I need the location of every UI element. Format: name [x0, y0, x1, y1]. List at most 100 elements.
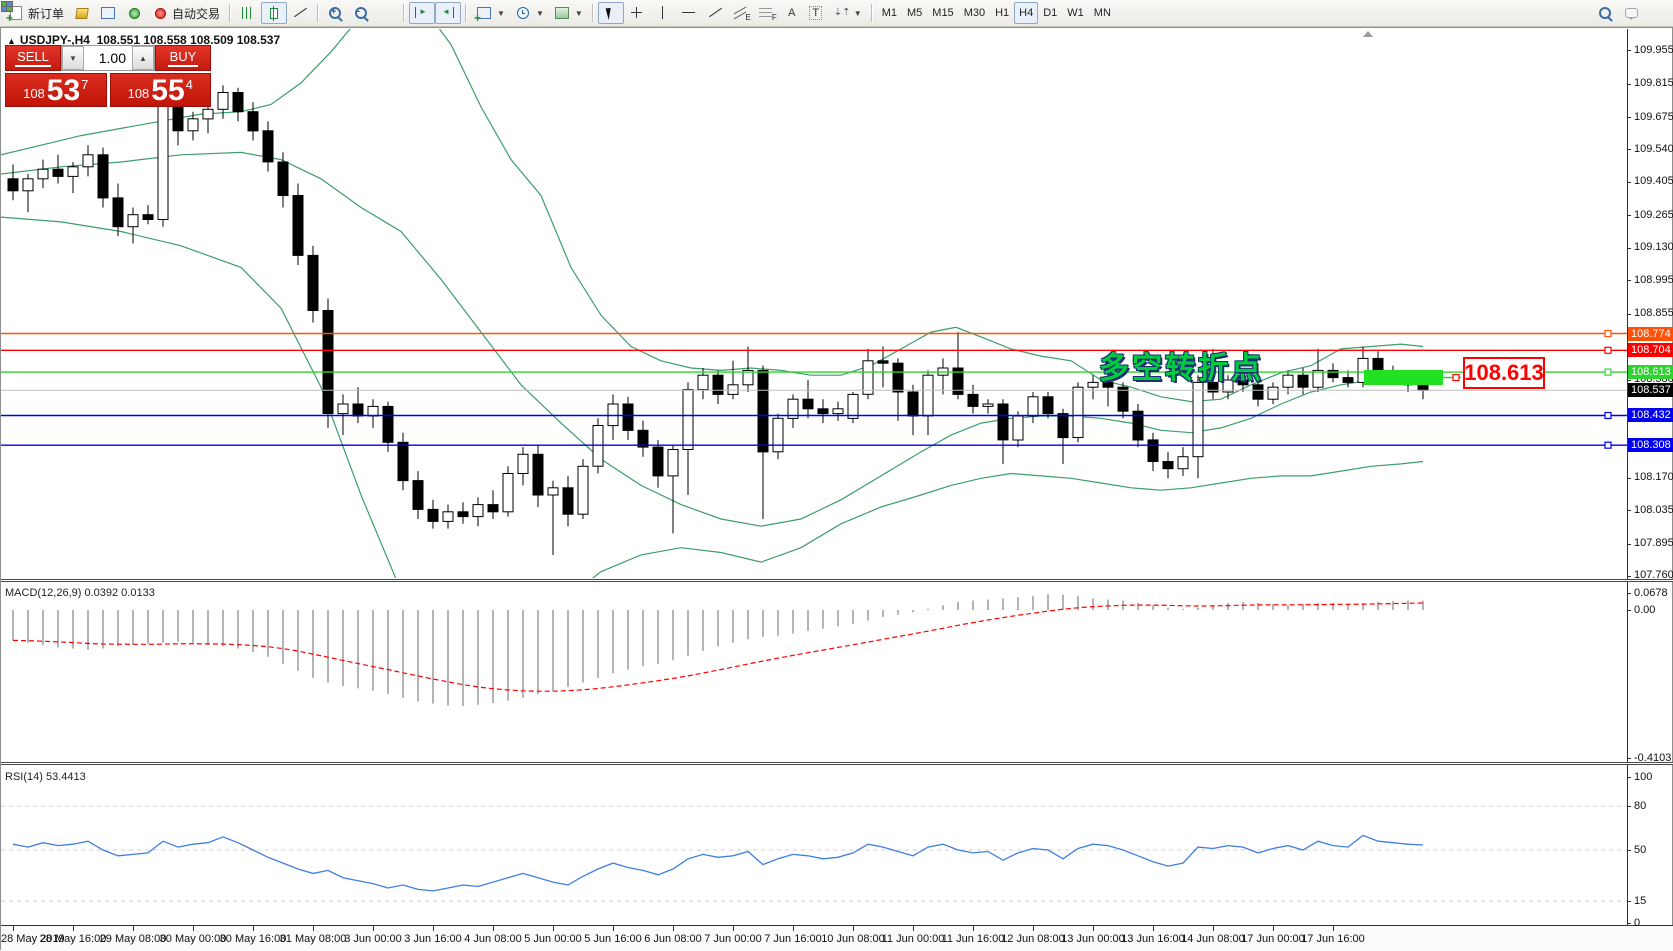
candle-bear[interactable] — [877, 360, 889, 364]
timeframe-button-H4[interactable]: H4 — [1014, 2, 1039, 24]
tile-windows-button[interactable] — [1, 1, 399, 24]
new-order-button[interactable]: + 新订单 — [3, 2, 69, 24]
candle-bear[interactable] — [382, 405, 394, 443]
candle-bear[interactable] — [52, 168, 64, 177]
candlestick-chart-button[interactable] — [261, 2, 288, 24]
buy-price-display[interactable]: 108 55 4 — [109, 73, 211, 107]
candle-bear[interactable] — [1417, 384, 1429, 391]
rsi-pane[interactable] — [1, 765, 1627, 923]
cursor-tool-button[interactable] — [597, 2, 624, 24]
templates-button[interactable]: ▼ — [549, 2, 588, 24]
candle-bear[interactable] — [1297, 374, 1309, 388]
candle-bear[interactable] — [1162, 461, 1174, 470]
candle-bull[interactable] — [472, 504, 484, 518]
candle-bear[interactable] — [907, 391, 919, 417]
candle-bear[interactable] — [1057, 413, 1069, 439]
candle-bear[interactable] — [637, 429, 649, 448]
candle-bear[interactable] — [1132, 410, 1144, 441]
candle-bear[interactable] — [112, 197, 124, 228]
candle-bear[interactable] — [1342, 377, 1354, 383]
candle-bull[interactable] — [202, 108, 214, 120]
candle-bear[interactable] — [817, 408, 829, 415]
candle-bull[interactable] — [1177, 456, 1189, 470]
candle-bear[interactable] — [232, 92, 244, 113]
sell-price-display[interactable]: 108 53 7 — [5, 73, 107, 107]
timeframe-button-M30[interactable]: M30 — [963, 7, 986, 19]
candle-bull[interactable] — [82, 154, 94, 168]
collapse-icon[interactable]: ▲ — [7, 36, 16, 46]
candle-bull[interactable] — [367, 405, 379, 417]
candle-bear[interactable] — [142, 214, 154, 220]
bar-chart-button[interactable] — [235, 2, 261, 24]
candle-bull[interactable] — [862, 360, 874, 395]
chat-button[interactable] — [1619, 2, 1645, 24]
candle-bear[interactable] — [292, 195, 304, 256]
hline-marker[interactable] — [1604, 346, 1612, 354]
signals-button[interactable] — [121, 2, 147, 24]
buy-button[interactable]: BUY — [155, 45, 211, 71]
text-label-tool-button[interactable]: T — [804, 2, 828, 24]
chart-shift-marker[interactable] — [1363, 31, 1373, 37]
timeframe-button-MN[interactable]: MN — [1093, 7, 1111, 19]
candle-bull[interactable] — [697, 374, 709, 391]
horizontal-line-tool-button[interactable] — [676, 2, 702, 24]
candle-bear[interactable] — [892, 362, 904, 393]
line-chart-button[interactable] — [287, 2, 313, 24]
candle-bull[interactable] — [1192, 381, 1204, 458]
sell-button[interactable]: SELL — [5, 45, 61, 71]
candle-bull[interactable] — [787, 398, 799, 419]
timeframe-button-M15[interactable]: M15 — [932, 7, 954, 19]
candle-bull[interactable] — [1027, 396, 1039, 417]
candle-bear[interactable] — [427, 508, 439, 522]
candle-bull[interactable] — [922, 374, 934, 417]
candle-bull[interactable] — [547, 487, 559, 496]
candle-bear[interactable] — [562, 487, 574, 515]
zoom-out-button[interactable]: - — [349, 2, 375, 24]
candle-bull[interactable] — [337, 403, 349, 415]
candle-bull[interactable] — [127, 214, 139, 228]
candle-bull[interactable] — [1087, 381, 1099, 388]
candle-bull[interactable] — [982, 403, 994, 407]
candle-bear[interactable] — [622, 403, 634, 431]
candle-bear[interactable] — [97, 154, 109, 199]
candle-bull[interactable] — [682, 389, 694, 451]
vertical-line-tool-button[interactable] — [650, 2, 676, 24]
candle-bull[interactable] — [742, 369, 754, 386]
main-price-pane[interactable] — [1, 29, 1627, 578]
zoom-in-button[interactable]: + — [323, 2, 349, 24]
volume-input[interactable] — [84, 46, 132, 70]
candle-bull[interactable] — [37, 168, 49, 180]
timeframe-button-W1[interactable]: W1 — [1067, 7, 1084, 19]
candle-bear[interactable] — [247, 111, 259, 132]
candle-bear[interactable] — [397, 441, 409, 482]
candle-bear[interactable] — [802, 398, 814, 410]
indicators-button[interactable]: + ▼ — [471, 2, 510, 24]
price-callout-box[interactable]: 108.613 — [1463, 357, 1545, 389]
candle-bear[interactable] — [712, 374, 724, 395]
candle-bear[interactable] — [412, 480, 424, 510]
candle-bear[interactable] — [457, 511, 469, 518]
candle-bear[interactable] — [1117, 386, 1129, 412]
candle-bear[interactable] — [1207, 381, 1219, 393]
candle-bull[interactable] — [847, 393, 859, 419]
new-chart-button[interactable] — [95, 2, 121, 24]
pane-separator[interactable] — [1, 579, 1673, 582]
market-watch-button[interactable] — [69, 2, 95, 24]
candle-bear[interactable] — [352, 403, 364, 417]
candle-bull[interactable] — [577, 465, 589, 515]
periods-button[interactable]: ▼ — [510, 2, 549, 24]
auto-trading-button[interactable]: 自动交易 — [147, 2, 225, 24]
time-axis[interactable]: 28 May 2019 28 May 16:00 29 May 08:00 30 Ma… — [1, 925, 1673, 951]
fibonacci-tool-button[interactable]: F — [754, 2, 780, 24]
pane-separator[interactable] — [1, 762, 1673, 765]
hline-marker[interactable] — [1604, 329, 1612, 338]
candle-bull[interactable] — [1267, 386, 1279, 400]
hline-marker[interactable] — [1604, 368, 1612, 376]
candle-bear[interactable] — [7, 178, 19, 192]
highlight-rectangle[interactable] — [1364, 370, 1443, 385]
candle-bull[interactable] — [517, 453, 529, 474]
volume-increase-button[interactable]: ▲ — [132, 46, 154, 70]
candle-bear[interactable] — [1237, 379, 1249, 386]
candle-bull[interactable] — [1282, 374, 1294, 388]
candle-bear[interactable] — [652, 446, 664, 477]
